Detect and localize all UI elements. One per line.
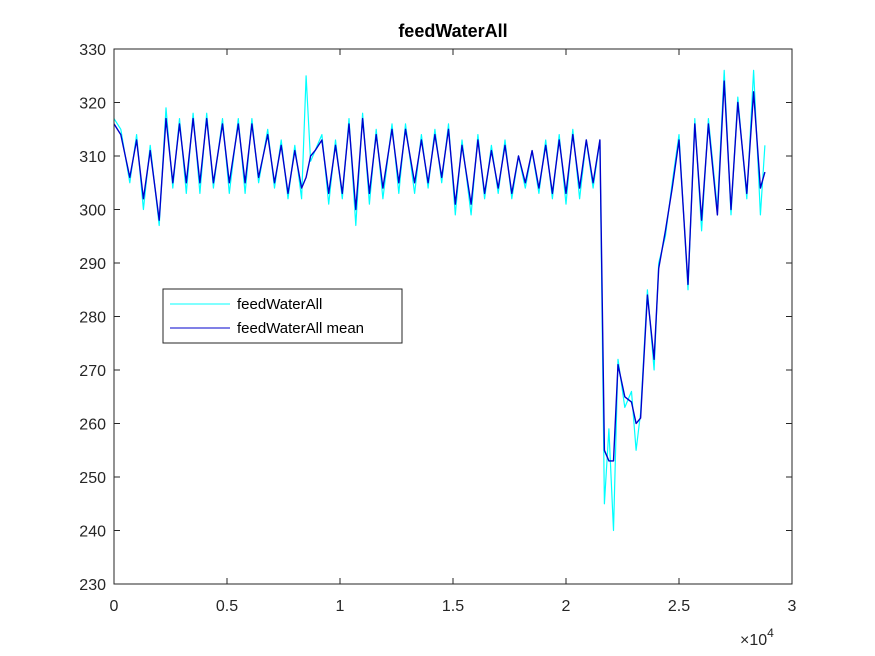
x-tick-label: 2.5: [668, 598, 690, 615]
x-tick-label: 3: [788, 598, 797, 615]
legend-box: [162, 288, 403, 344]
x-tick-label: 2: [562, 598, 571, 615]
y-tick-label: 260: [79, 417, 106, 434]
y-tick-label: 320: [79, 96, 106, 113]
x-axis: 0 0.5 1 1.5 2 2.5 3: [110, 598, 797, 615]
axis-ticks: [113, 48, 793, 585]
x-tick-label: 0: [110, 598, 119, 615]
series-line-feedWaterAll-mean: [113, 80, 766, 462]
legend-label-feedWaterAll-mean: feedWaterAll mean: [237, 320, 364, 337]
y-tick-label: 310: [79, 149, 106, 166]
x-exponent-base: ×10: [740, 632, 767, 649]
x-exponent-power: 4: [767, 626, 774, 640]
y-axis: 230 240 250 260 270 280 290 300 310 320 330: [79, 42, 106, 594]
legend: feedWaterAll feedWaterAll mean: [162, 288, 403, 344]
y-tick-label: 290: [79, 256, 106, 273]
x-tick-label: 0.5: [216, 598, 238, 615]
series-line-feedWaterAll: [113, 69, 766, 532]
y-tick-label: 240: [79, 524, 106, 541]
y-tick-label: 250: [79, 470, 106, 487]
chart-title: feedWaterAll: [398, 21, 507, 41]
legend-label-feedWaterAll: feedWaterAll: [237, 296, 322, 313]
y-tick-label: 280: [79, 310, 106, 327]
y-tick-label: 330: [79, 42, 106, 59]
y-tick-label: 230: [79, 577, 106, 594]
y-tick-label: 300: [79, 203, 106, 220]
y-tick-label: 270: [79, 363, 106, 380]
x-tick-label: 1.5: [442, 598, 464, 615]
x-axis-exponent: ×104: [740, 626, 774, 649]
x-tick-label: 1: [336, 598, 345, 615]
series-layer: [113, 69, 766, 532]
